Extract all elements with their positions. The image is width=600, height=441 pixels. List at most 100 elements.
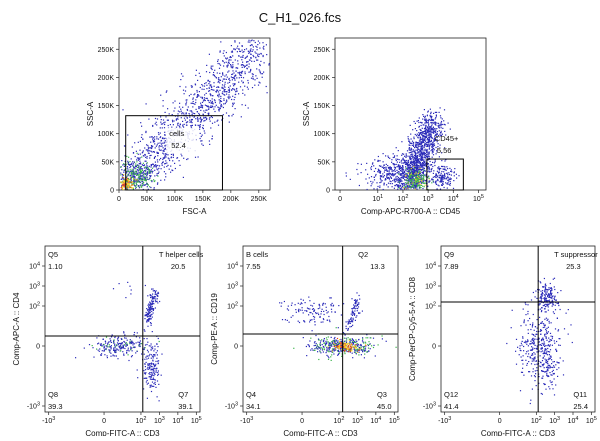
event-dot bbox=[149, 157, 150, 158]
event-dot bbox=[155, 162, 156, 163]
event-dot bbox=[232, 67, 233, 68]
event-dot bbox=[407, 156, 408, 157]
event-dot bbox=[157, 184, 158, 185]
event-dot bbox=[416, 166, 417, 167]
event-dot bbox=[168, 158, 169, 159]
event-dot bbox=[347, 348, 348, 349]
event-dot bbox=[242, 62, 243, 63]
event-dot bbox=[433, 129, 434, 130]
event-dot bbox=[204, 133, 205, 134]
event-dot bbox=[250, 54, 251, 55]
event-dot bbox=[407, 178, 408, 179]
event-dot bbox=[404, 187, 405, 188]
event-dot bbox=[415, 153, 416, 154]
event-dot bbox=[210, 107, 211, 108]
event-dot bbox=[262, 42, 263, 43]
event-dot bbox=[412, 141, 413, 142]
event-dot bbox=[202, 98, 203, 99]
event-dot bbox=[92, 345, 93, 346]
event-dot bbox=[418, 170, 419, 171]
event-dot bbox=[131, 187, 132, 188]
event-dot bbox=[321, 322, 322, 323]
event-dot bbox=[404, 176, 405, 177]
event-dot bbox=[429, 167, 430, 168]
event-dot bbox=[400, 174, 401, 175]
event-dot bbox=[335, 346, 336, 347]
event-dot bbox=[138, 170, 139, 171]
event-dot bbox=[220, 65, 221, 66]
event-dot bbox=[517, 347, 518, 348]
event-dot bbox=[203, 120, 204, 121]
event-dot bbox=[232, 106, 233, 107]
event-dot bbox=[132, 184, 133, 185]
y-tick-label: 200K bbox=[98, 75, 115, 82]
event-dot bbox=[397, 162, 398, 163]
event-dot bbox=[383, 165, 384, 166]
event-dot bbox=[147, 295, 148, 296]
event-dot bbox=[146, 378, 147, 379]
event-dot bbox=[229, 115, 230, 116]
y-tick-label: 50K bbox=[318, 159, 331, 166]
event-dot bbox=[105, 341, 106, 342]
event-dot bbox=[398, 150, 399, 151]
event-dot bbox=[242, 71, 243, 72]
event-dot bbox=[154, 354, 155, 355]
event-dot bbox=[366, 337, 367, 338]
event-dot bbox=[548, 327, 549, 328]
event-dot bbox=[126, 172, 127, 173]
event-dot bbox=[152, 294, 153, 295]
event-dot bbox=[322, 344, 323, 345]
event-dot bbox=[399, 159, 400, 160]
event-dot bbox=[255, 51, 256, 52]
event-dot bbox=[441, 176, 442, 177]
event-dot bbox=[96, 349, 97, 350]
event-dot bbox=[199, 127, 200, 128]
event-dot bbox=[148, 321, 149, 322]
event-dot bbox=[150, 176, 151, 177]
event-dot bbox=[241, 59, 242, 60]
event-dot bbox=[223, 103, 224, 104]
event-dot bbox=[553, 365, 554, 366]
event-dot bbox=[145, 132, 146, 133]
event-dot bbox=[350, 319, 351, 320]
y-tick-label: 150K bbox=[98, 103, 115, 110]
event-dot bbox=[266, 44, 267, 45]
event-dot bbox=[429, 134, 430, 135]
event-dot bbox=[257, 55, 258, 56]
event-dot bbox=[150, 376, 151, 377]
event-dot bbox=[323, 318, 324, 319]
event-dot bbox=[137, 175, 138, 176]
event-dot bbox=[157, 354, 158, 355]
event-dot bbox=[154, 187, 155, 188]
event-dot bbox=[414, 121, 415, 122]
event-dot bbox=[302, 307, 303, 308]
event-dot bbox=[344, 347, 345, 348]
event-dot bbox=[428, 129, 429, 130]
event-dot bbox=[394, 167, 395, 168]
event-dot bbox=[179, 103, 180, 104]
event-dot bbox=[151, 372, 152, 373]
event-dot bbox=[335, 344, 336, 345]
event-dot bbox=[310, 350, 311, 351]
event-dot bbox=[398, 185, 399, 186]
event-dot bbox=[154, 355, 155, 356]
event-dot bbox=[192, 106, 193, 107]
event-dot bbox=[432, 142, 433, 143]
event-dot bbox=[135, 156, 136, 157]
event-dot bbox=[448, 172, 449, 173]
event-dot bbox=[170, 166, 171, 167]
event-dot bbox=[370, 337, 371, 338]
event-dot bbox=[140, 122, 141, 123]
event-dot bbox=[115, 347, 116, 348]
event-dot bbox=[361, 345, 362, 346]
event-dot bbox=[428, 178, 429, 179]
event-dot bbox=[257, 49, 258, 50]
event-dot bbox=[204, 86, 205, 87]
event-dot bbox=[153, 303, 154, 304]
event-dot bbox=[120, 350, 121, 351]
event-dot bbox=[427, 138, 428, 139]
event-dot bbox=[247, 87, 248, 88]
event-dot bbox=[427, 156, 428, 157]
event-dot bbox=[233, 114, 234, 115]
event-dot bbox=[439, 112, 440, 113]
